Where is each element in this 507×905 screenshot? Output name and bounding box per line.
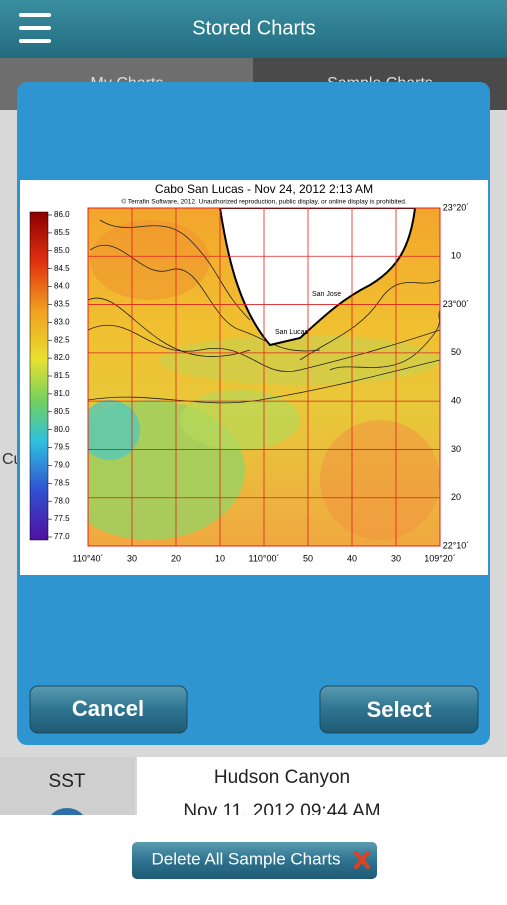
colorbar-label: 84.0	[54, 282, 70, 291]
colorbar-label: 80.5	[54, 407, 70, 416]
header-title: Stored Charts	[192, 17, 315, 39]
list-cell[interactable]	[0, 757, 135, 817]
colorbar-label: 77.0	[54, 532, 70, 541]
colorbar-label: 85.5	[54, 228, 70, 237]
colorbar-label: 83.0	[54, 317, 70, 326]
y-axis-label: 22°10´	[443, 540, 470, 550]
x-axis-label: 50	[303, 553, 313, 563]
y-axis-label: 23°20´	[443, 202, 470, 212]
map-frame	[87, 207, 441, 547]
colorbar-label: 86.0	[54, 210, 70, 219]
button-label: Cancel	[72, 696, 144, 721]
colorbar-label: 79.0	[54, 461, 70, 470]
cancel-button[interactable]: Cancel	[29, 685, 188, 734]
button-label: Delete All Sample Charts	[152, 849, 341, 868]
x-axis-label: 30	[391, 553, 401, 563]
y-axis-label: 10	[451, 251, 461, 261]
colorbar-label: 84.5	[54, 264, 70, 273]
x-axis-label: 10	[215, 553, 225, 563]
delete-all-button[interactable]: Delete All Sample Charts	[132, 842, 377, 879]
colorbar-label: 81.0	[54, 389, 70, 398]
colorbar-label: 85.0	[54, 246, 70, 255]
y-axis-label: 30	[451, 444, 461, 454]
x-axis-label: 20	[171, 553, 181, 563]
x-axis-label: 110°00´	[249, 553, 280, 563]
place-label: San Lucas	[275, 329, 309, 336]
sst-field	[88, 208, 440, 546]
y-axis-label: 40	[451, 396, 461, 406]
button-label: Select	[367, 697, 432, 722]
colorbar-label: 79.5	[54, 443, 70, 452]
colorbar	[29, 211, 49, 541]
x-axis-label: 109°20´	[424, 553, 456, 563]
colorbar-label: 82.5	[54, 335, 70, 344]
header-bar	[0, 0, 507, 58]
list-name: Hudson Canyon	[214, 767, 350, 788]
list-type: SST	[49, 771, 86, 792]
map-copyright: © Terrafin Software, 2012. Unauthorized …	[121, 198, 406, 206]
y-axis-label: 20	[451, 492, 461, 502]
land	[218, 208, 417, 347]
colorbar-label: 78.5	[54, 478, 70, 487]
select-button[interactable]: Select	[319, 685, 479, 734]
colorbar-label: 77.5	[54, 514, 70, 523]
x-axis-label: 30	[127, 553, 137, 563]
colorbar-label: 80.0	[54, 425, 70, 434]
x-axis-label: 40	[347, 553, 357, 563]
x-axis-label: 110°40´	[73, 553, 104, 563]
place-label: San Jose	[312, 291, 341, 298]
colorbar-label: 83.5	[54, 300, 70, 309]
y-axis-label: 23°00´	[443, 299, 470, 309]
menu-icon[interactable]	[19, 13, 51, 43]
colorbar-label: 78.0	[54, 496, 70, 505]
list-cell[interactable]	[137, 757, 507, 817]
map-title: Cabo San Lucas - Nov 24, 2012 2:13 AM	[155, 182, 373, 196]
colorbar-label: 82.0	[54, 353, 70, 362]
y-axis-label: 50	[451, 347, 461, 357]
colorbar-label: 81.5	[54, 371, 70, 380]
